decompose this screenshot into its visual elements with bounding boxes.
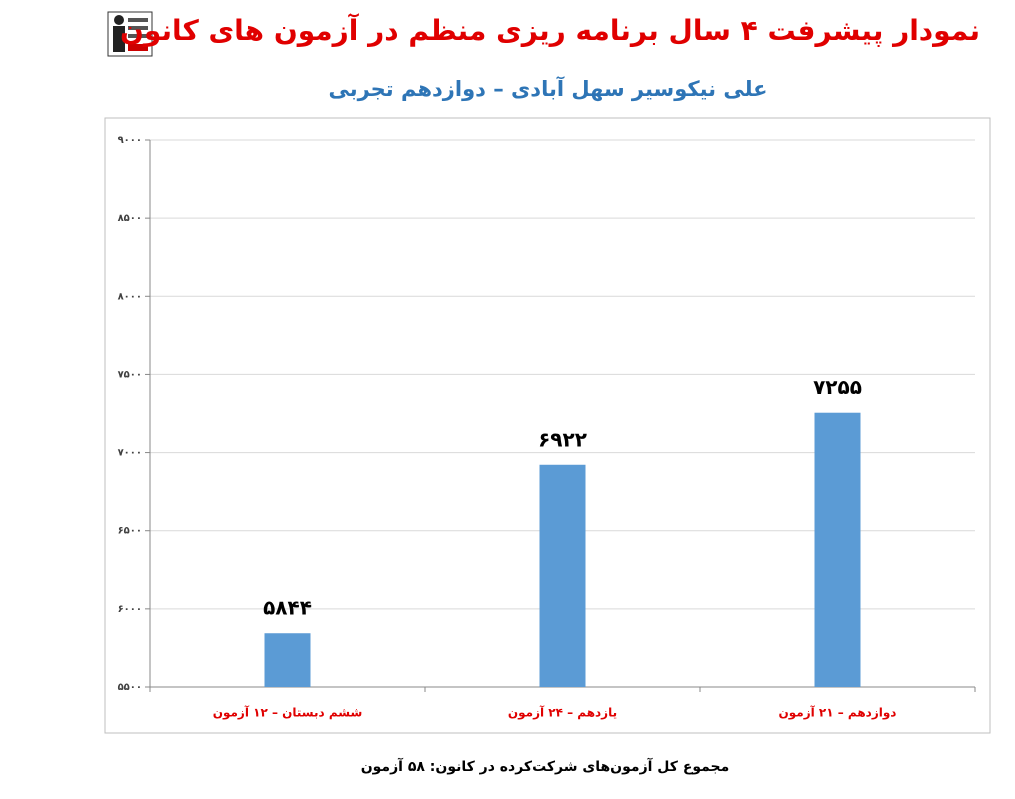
x-tick-label: ششم دبستان – ۱۲ آزمون — [213, 705, 363, 721]
data-label: ۶۹۲۲ — [538, 427, 587, 451]
footnote: مجموع کل آزمون‌های شرکت‌کرده در کانون: ۵… — [361, 757, 730, 775]
x-tick-label: دوازدهم – ۲۱ آزمون — [779, 705, 897, 721]
chart-title: نمودار پیشرفت ۴ سال برنامه ریزی منظم در … — [120, 13, 980, 47]
data-label: ۷۲۵۵ — [813, 375, 862, 399]
y-tick-label: ۶۵۰۰ — [118, 526, 142, 537]
y-tick-label: ۷۰۰۰ — [118, 448, 142, 459]
plot-frame — [104, 117, 991, 734]
bar — [539, 464, 586, 687]
y-tick-label: ۸۵۰۰ — [118, 213, 142, 224]
bar — [814, 412, 861, 687]
chart-subtitle: علی نیکوسیر سهل آبادی – دوازدهم تجربی — [328, 76, 767, 101]
y-tick-label: ۹۰۰۰ — [118, 135, 142, 146]
y-tick-label: ۸۰۰۰ — [118, 291, 142, 302]
y-tick-label: ۶۰۰۰ — [118, 604, 142, 615]
y-tick-label: ۷۵۰۰ — [118, 369, 142, 380]
x-tick-label: یازدهم – ۲۴ آزمون — [508, 705, 617, 721]
y-tick-label: ۵۵۰۰ — [118, 682, 142, 693]
data-label: ۵۸۴۴ — [263, 596, 312, 620]
bar — [264, 633, 311, 687]
logo — [107, 11, 153, 57]
